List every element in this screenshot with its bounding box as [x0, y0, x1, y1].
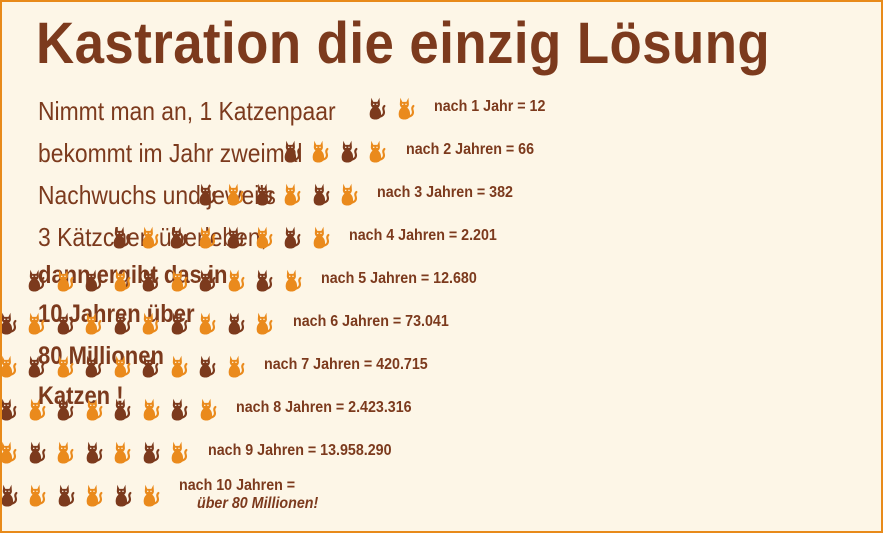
- cat-row: [2, 436, 194, 468]
- cat-icon: [79, 264, 108, 296]
- cat-row: [2, 350, 251, 382]
- cat-icon: [51, 479, 80, 511]
- cat-icon: [222, 350, 251, 382]
- cat-icon: [306, 135, 335, 167]
- cat-row: [192, 178, 363, 210]
- cat-icon: [136, 307, 165, 339]
- cat-row: [363, 92, 420, 124]
- cat-icon: [164, 264, 193, 296]
- cat-icon: [193, 221, 222, 253]
- cat-icon: [79, 350, 108, 382]
- year-count-label: nach 9 Jahren = 13.958.290: [207, 442, 392, 459]
- cat-icon: [79, 307, 108, 339]
- cat-icon: [335, 135, 364, 167]
- cat-icon: [222, 307, 251, 339]
- cat-icon: [278, 221, 307, 253]
- cat-icon: [221, 264, 250, 296]
- cat-icon: [249, 178, 278, 210]
- cat-icon: [193, 307, 222, 339]
- cat-icon: [51, 350, 80, 382]
- cat-icon: [107, 264, 136, 296]
- cat-icon: [221, 221, 250, 253]
- cat-icon: [108, 350, 137, 382]
- cat-icon: [136, 221, 165, 253]
- cat-icon: [363, 92, 392, 124]
- cat-icon: [278, 264, 307, 296]
- cat-icon: [165, 436, 194, 468]
- year-count-label: nach 1 Jahr = 12: [434, 98, 546, 115]
- cat-icon: [250, 264, 279, 296]
- conclusion-line-4: Katzen !: [38, 382, 124, 410]
- cat-icon: [165, 350, 194, 382]
- cat-icon: [136, 350, 165, 382]
- year-count-label: nach 6 Jahren = 73.041: [292, 313, 449, 330]
- cat-icon: [137, 479, 166, 511]
- cat-icon: [221, 178, 250, 210]
- cat-icon: [193, 264, 222, 296]
- cat-icon: [165, 393, 194, 425]
- cat-icon: [164, 221, 193, 253]
- cat-icon: [136, 264, 165, 296]
- year-count-label: nach 2 Jahren = 66: [405, 141, 534, 158]
- cat-icon: [51, 307, 80, 339]
- year-count-label: nach 4 Jahren = 2.201: [349, 227, 497, 244]
- conclusion-line-1: dann ergibt das in: [38, 261, 228, 289]
- cat-icon: [2, 393, 22, 425]
- cat-row: [107, 221, 335, 253]
- year-count-label: nach 3 Jahren = 382: [377, 184, 514, 201]
- year-count-label: nach 10 Jahren =: [179, 477, 296, 494]
- cat-icon: [80, 436, 109, 468]
- cat-icon: [250, 307, 279, 339]
- cat-icon: [108, 436, 137, 468]
- cat-icon: [278, 135, 307, 167]
- cat-row: [278, 135, 392, 167]
- cat-icon: [22, 393, 51, 425]
- intro-line-1: Nimmt man an, 1 Katzenpaar: [38, 96, 336, 126]
- cat-icon: [23, 479, 52, 511]
- cat-icon: [2, 479, 23, 511]
- cat-icon: [108, 479, 137, 511]
- cat-icon: [392, 92, 421, 124]
- cat-icon: [165, 307, 194, 339]
- cat-icon: [278, 178, 307, 210]
- cat-icon: [22, 307, 51, 339]
- cat-icon: [307, 221, 336, 253]
- cat-row: [2, 307, 279, 339]
- cat-icon: [136, 393, 165, 425]
- cat-icon: [51, 393, 80, 425]
- cat-icon: [193, 393, 222, 425]
- cat-icon: [107, 221, 136, 253]
- intro-line-2: bekommt im Jahr zweimal: [38, 138, 303, 168]
- year-count-label: nach 8 Jahren = 2.423.316: [235, 399, 412, 416]
- cat-icon: [2, 307, 22, 339]
- cat-icon: [51, 436, 80, 468]
- cat-icon: [108, 307, 137, 339]
- cat-icon: [22, 350, 51, 382]
- cat-icon: [193, 350, 222, 382]
- cat-icon: [335, 178, 364, 210]
- cat-icon: [250, 221, 279, 253]
- year-count-label: nach 5 Jahren = 12.680: [320, 270, 477, 287]
- cat-icon: [192, 178, 221, 210]
- cat-icon: [108, 393, 137, 425]
- cat-icon: [2, 436, 23, 468]
- cat-icon: [23, 436, 52, 468]
- cat-icon: [2, 350, 22, 382]
- cat-row: [2, 393, 222, 425]
- cat-icon: [137, 436, 166, 468]
- cat-icon: [80, 479, 109, 511]
- cat-icon: [306, 178, 335, 210]
- year-count-label: nach 7 Jahren = 420.715: [264, 356, 428, 373]
- cat-icon: [50, 264, 79, 296]
- cat-icon: [79, 393, 108, 425]
- year-count-sublabel: über 80 Millionen!: [197, 495, 319, 512]
- cat-icon: [22, 264, 51, 296]
- cat-row: [2, 479, 166, 511]
- cat-icon: [363, 135, 392, 167]
- page-title: Kastration die einzig Lösung: [36, 11, 771, 76]
- cat-row: [22, 264, 307, 296]
